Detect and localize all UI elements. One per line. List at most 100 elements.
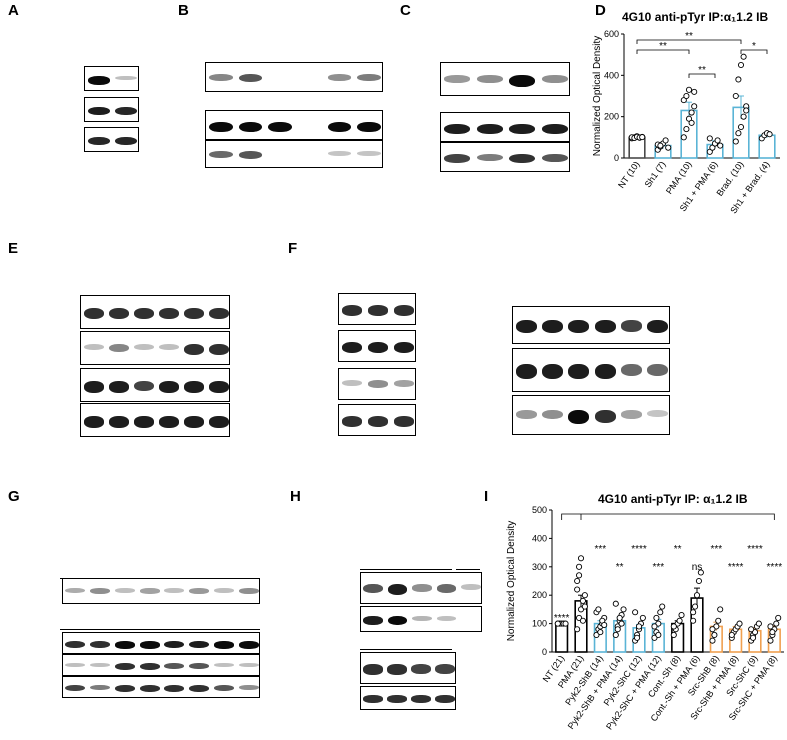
data-point bbox=[576, 572, 583, 579]
data-point bbox=[735, 130, 742, 137]
data-point bbox=[692, 603, 699, 610]
blot-band bbox=[139, 640, 160, 649]
blot-band bbox=[208, 380, 229, 393]
data-point bbox=[554, 620, 561, 627]
data-point bbox=[737, 61, 745, 69]
blot-band bbox=[436, 616, 457, 621]
blot-band bbox=[238, 150, 263, 159]
data-point bbox=[740, 53, 747, 60]
y-tick-label: 600 bbox=[604, 29, 619, 39]
data-point bbox=[651, 623, 658, 630]
data-point bbox=[690, 609, 697, 616]
data-point bbox=[581, 603, 588, 610]
blot-band bbox=[541, 123, 568, 134]
e-blot bbox=[80, 368, 230, 402]
data-point bbox=[773, 620, 780, 627]
blot-band bbox=[387, 664, 407, 675]
y-tick-label: 500 bbox=[532, 505, 547, 515]
data-point bbox=[659, 603, 666, 610]
data-point bbox=[574, 586, 581, 593]
blot-band bbox=[164, 640, 185, 649]
blot-band bbox=[647, 410, 669, 418]
blot-band bbox=[108, 380, 129, 393]
data-point bbox=[612, 631, 619, 639]
blot-band bbox=[268, 121, 293, 133]
h-blot-input bbox=[360, 652, 456, 684]
x-tick-label: Sh1 (7) bbox=[643, 159, 668, 189]
blot-band bbox=[65, 640, 86, 648]
significance-label: ** bbox=[698, 65, 706, 76]
data-point bbox=[690, 617, 697, 624]
significance-label: **** bbox=[728, 562, 744, 573]
data-point bbox=[662, 137, 669, 144]
panel-label-d: D bbox=[595, 2, 606, 19]
x-tick-label: NT (10) bbox=[616, 159, 642, 190]
blot-band bbox=[139, 662, 160, 670]
e-blot bbox=[80, 295, 230, 329]
y-tick-label: 0 bbox=[614, 153, 619, 163]
y-axis-label: Normalized Optical Density bbox=[506, 521, 517, 642]
y-tick-label: 400 bbox=[604, 70, 619, 80]
blot-band bbox=[435, 695, 455, 704]
blot-band bbox=[213, 662, 234, 667]
blot-band bbox=[83, 415, 104, 428]
blot-band bbox=[189, 662, 210, 670]
h-input-line bbox=[360, 649, 452, 650]
data-point bbox=[748, 626, 755, 633]
blot-band bbox=[108, 415, 129, 428]
data-point bbox=[574, 577, 581, 585]
data-point bbox=[740, 113, 747, 120]
blot-band bbox=[183, 307, 204, 319]
data-point bbox=[693, 592, 701, 599]
significance-label: *** bbox=[710, 544, 722, 555]
blot-band bbox=[208, 121, 233, 133]
data-point bbox=[635, 623, 643, 630]
blot-band bbox=[387, 695, 407, 704]
data-point bbox=[639, 614, 646, 621]
blot-band bbox=[367, 416, 389, 427]
blot-band bbox=[65, 588, 86, 594]
chart-i-title: 4G10 anti-pTyr IP: α₁1.2 IB bbox=[598, 492, 748, 506]
h-blot-ip bbox=[360, 572, 482, 604]
h-blot-src bbox=[360, 606, 482, 632]
g-blot-ip bbox=[62, 578, 260, 604]
blot-band bbox=[65, 684, 86, 692]
data-point bbox=[562, 620, 569, 627]
blot-band bbox=[213, 588, 234, 593]
data-point bbox=[576, 563, 583, 570]
data-point bbox=[732, 138, 739, 145]
blot-band bbox=[515, 364, 537, 380]
blot-band bbox=[208, 415, 229, 428]
e-blot bbox=[80, 331, 230, 365]
blot-band bbox=[108, 307, 129, 319]
blot-band bbox=[115, 136, 138, 146]
blot-band bbox=[367, 305, 389, 316]
data-point bbox=[581, 592, 588, 599]
blot-band bbox=[509, 74, 536, 88]
blot-band bbox=[541, 410, 564, 420]
data-point bbox=[688, 119, 695, 126]
blot-band bbox=[393, 380, 415, 388]
blot-band bbox=[213, 640, 234, 649]
blot-band bbox=[444, 123, 471, 134]
data-point bbox=[685, 86, 693, 93]
blot-band bbox=[115, 75, 138, 81]
blot-band bbox=[435, 664, 455, 674]
c-blot-input bbox=[440, 112, 570, 142]
blot-band bbox=[90, 640, 111, 648]
y-tick-label: 300 bbox=[532, 562, 547, 572]
blot-band bbox=[208, 343, 229, 355]
data-point bbox=[755, 620, 762, 627]
blot-band bbox=[594, 410, 616, 423]
blot-band bbox=[357, 121, 382, 133]
data-point bbox=[736, 620, 743, 627]
blot-band bbox=[83, 343, 104, 351]
data-point bbox=[728, 631, 735, 639]
blot-band bbox=[620, 364, 643, 377]
blot-band bbox=[114, 684, 135, 692]
data-point bbox=[697, 569, 704, 576]
blot-band bbox=[90, 684, 111, 691]
data-point bbox=[715, 617, 722, 624]
blot-band bbox=[114, 662, 135, 670]
blot-band bbox=[183, 380, 204, 393]
